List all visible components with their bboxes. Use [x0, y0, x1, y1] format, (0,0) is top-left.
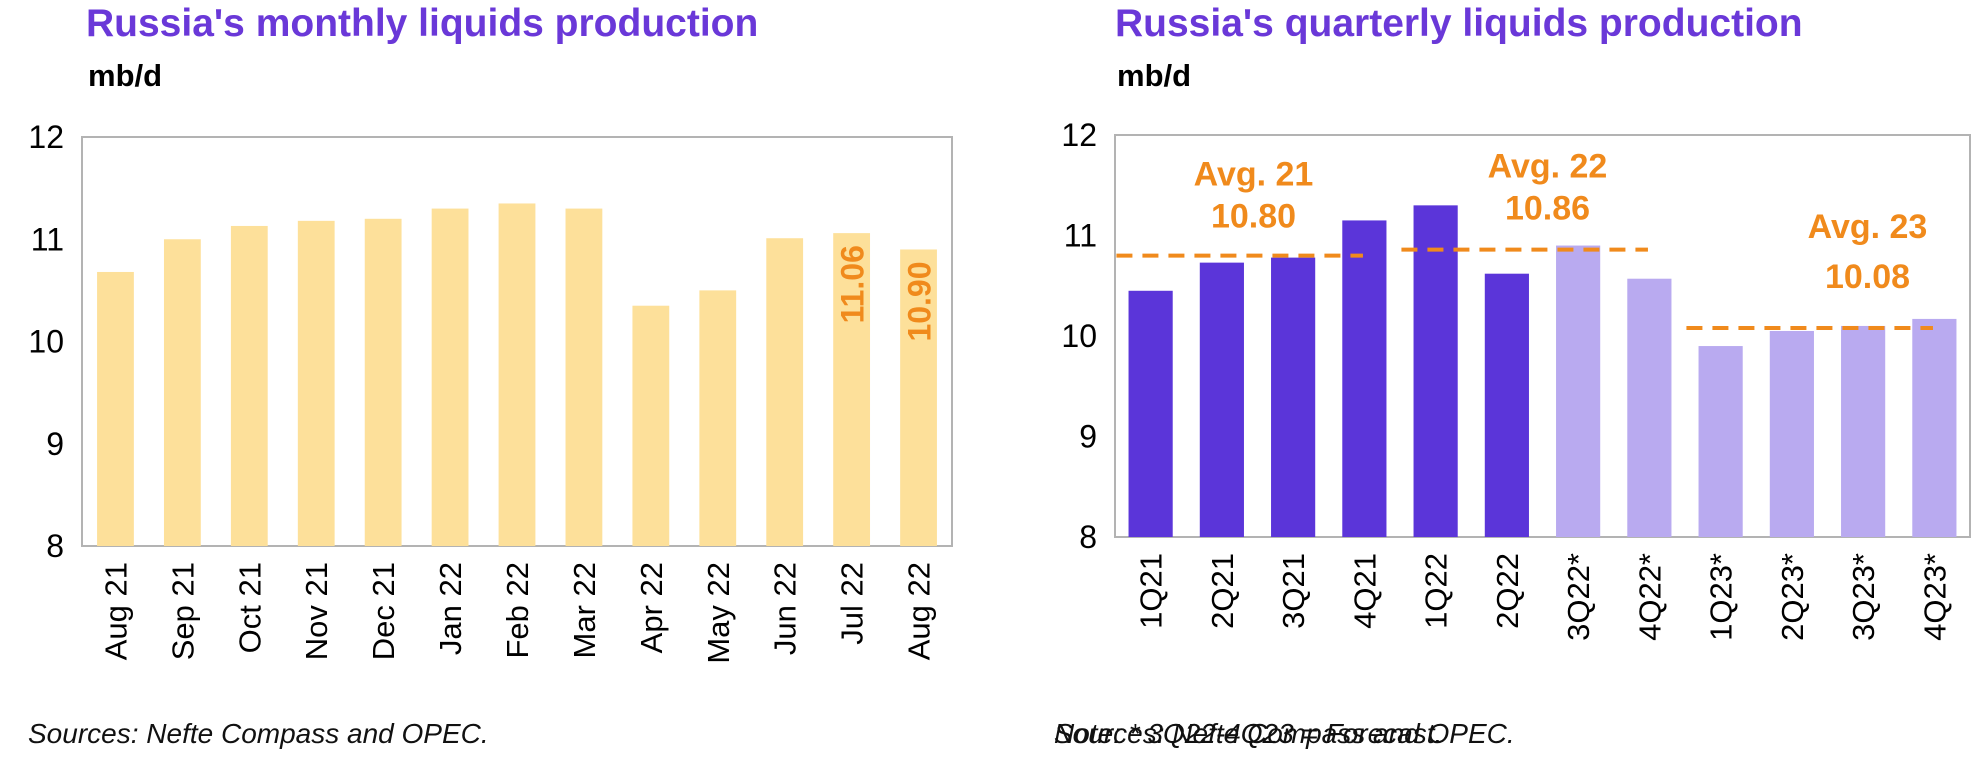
average-label: Avg. 21 [1194, 156, 1314, 194]
monthly-chart-svg: 8 9 10 11 12 Aug 21 Sep 21 Oct 21 Nov 21 Dec 21 Ja… [28, 119, 953, 664]
bar [1769, 330, 1814, 537]
x-tick-label: 4Q21 [1347, 553, 1382, 629]
y-tick-label: 11 [31, 221, 64, 257]
x-tick-label: Apr 22 [634, 562, 669, 653]
x-tick-label: Aug 22 [902, 562, 937, 660]
x-tick-label: Jan 22 [433, 562, 468, 655]
bar [1271, 257, 1316, 537]
bar [1413, 205, 1458, 537]
bar [1484, 273, 1529, 537]
y-tick-label: 12 [28, 119, 64, 155]
x-tick-label: 4Q22* [1632, 553, 1667, 641]
y-tick-label: 11 [1064, 218, 1097, 254]
x-tick-label: 2Q21 [1205, 553, 1240, 629]
y-tick-label: 12 [1061, 117, 1097, 153]
bar [900, 249, 937, 546]
average-label: Avg. 22 [1488, 148, 1608, 186]
data-label: 11.06 [835, 245, 871, 323]
x-tick-label: 2Q23* [1775, 553, 1810, 641]
bar [1128, 290, 1173, 537]
x-tick-label: Oct 21 [232, 562, 267, 653]
y-tick-label: 8 [1079, 519, 1097, 555]
bar [766, 238, 804, 547]
bar [632, 305, 670, 546]
monthly-chart-unit: mb/d [88, 58, 163, 93]
y-tick-label: 10 [1061, 318, 1097, 354]
bar [565, 208, 603, 546]
y-tick-label: 8 [46, 528, 64, 564]
bar [699, 290, 737, 546]
y-tick-label: 10 [28, 324, 64, 360]
quarterly-chart-note: Note: * 3Q22-4Q23 = Forecast. [1054, 718, 1443, 749]
bar [1841, 325, 1886, 537]
x-tick-label: 1Q23* [1704, 553, 1739, 641]
bar [297, 220, 335, 546]
quarterly-chart-unit: mb/d [1117, 58, 1192, 93]
x-tick-label: Sep 21 [165, 562, 200, 660]
bar [1698, 346, 1743, 537]
quarterly-chart-svg: 8 9 10 11 12 1Q21 2Q21 3Q21 4Q21 1Q22 2Q22 3Q22* 4Q2… [1061, 117, 1971, 641]
bar [1627, 278, 1672, 537]
x-tick-label: Jul 22 [835, 562, 870, 645]
x-tick-label: Aug 21 [98, 562, 133, 660]
y-tick-label: 9 [46, 426, 64, 462]
average-value: 10.80 [1211, 198, 1296, 236]
bar [1199, 262, 1244, 537]
monthly-chart-panel: Russia's monthly liquids production mb/d… [0, 0, 980, 760]
bar [431, 208, 469, 546]
average-value: 10.86 [1505, 190, 1590, 228]
quarterly-chart-panel: Russia's quarterly liquids production mb… [1020, 0, 1982, 760]
x-tick-label: 1Q21 [1134, 553, 1169, 629]
x-tick-label: Dec 21 [366, 562, 401, 660]
x-tick-label: Mar 22 [567, 562, 602, 658]
x-tick-label: 4Q23* [1917, 553, 1952, 641]
x-tick-label: 3Q21 [1276, 553, 1311, 629]
monthly-chart-source: Sources: Nefte Compass and OPEC. [28, 718, 489, 749]
bar [1342, 220, 1387, 538]
average-label: Avg. 23 [1808, 208, 1928, 246]
x-tick-label: 1Q22 [1419, 553, 1454, 629]
bar [1912, 318, 1957, 537]
x-tick-label: 3Q22* [1561, 553, 1596, 641]
bar [1556, 245, 1601, 538]
bar [498, 203, 536, 546]
x-tick-label: 2Q22 [1490, 553, 1525, 629]
data-label: 10.90 [902, 261, 938, 341]
bar [364, 218, 402, 547]
average-value: 10.08 [1825, 258, 1910, 296]
x-tick-label: Jun 22 [768, 562, 803, 655]
monthly-chart-title: Russia's monthly liquids production [86, 2, 759, 45]
x-tick-label: Nov 21 [299, 562, 334, 660]
bar [833, 233, 871, 547]
bar [163, 239, 201, 546]
bar [97, 271, 134, 546]
quarterly-chart-title: Russia's quarterly liquids production [1115, 2, 1803, 45]
x-tick-label: Feb 22 [500, 562, 535, 659]
x-tick-label: May 22 [701, 562, 736, 664]
quarterly-chart-source: Sources: Nefte Compass and OPEC. [1054, 718, 1515, 749]
plot-area [1114, 134, 1971, 538]
bar [230, 225, 268, 546]
x-tick-label: 3Q23* [1846, 553, 1881, 641]
y-tick-label: 9 [1079, 419, 1097, 455]
